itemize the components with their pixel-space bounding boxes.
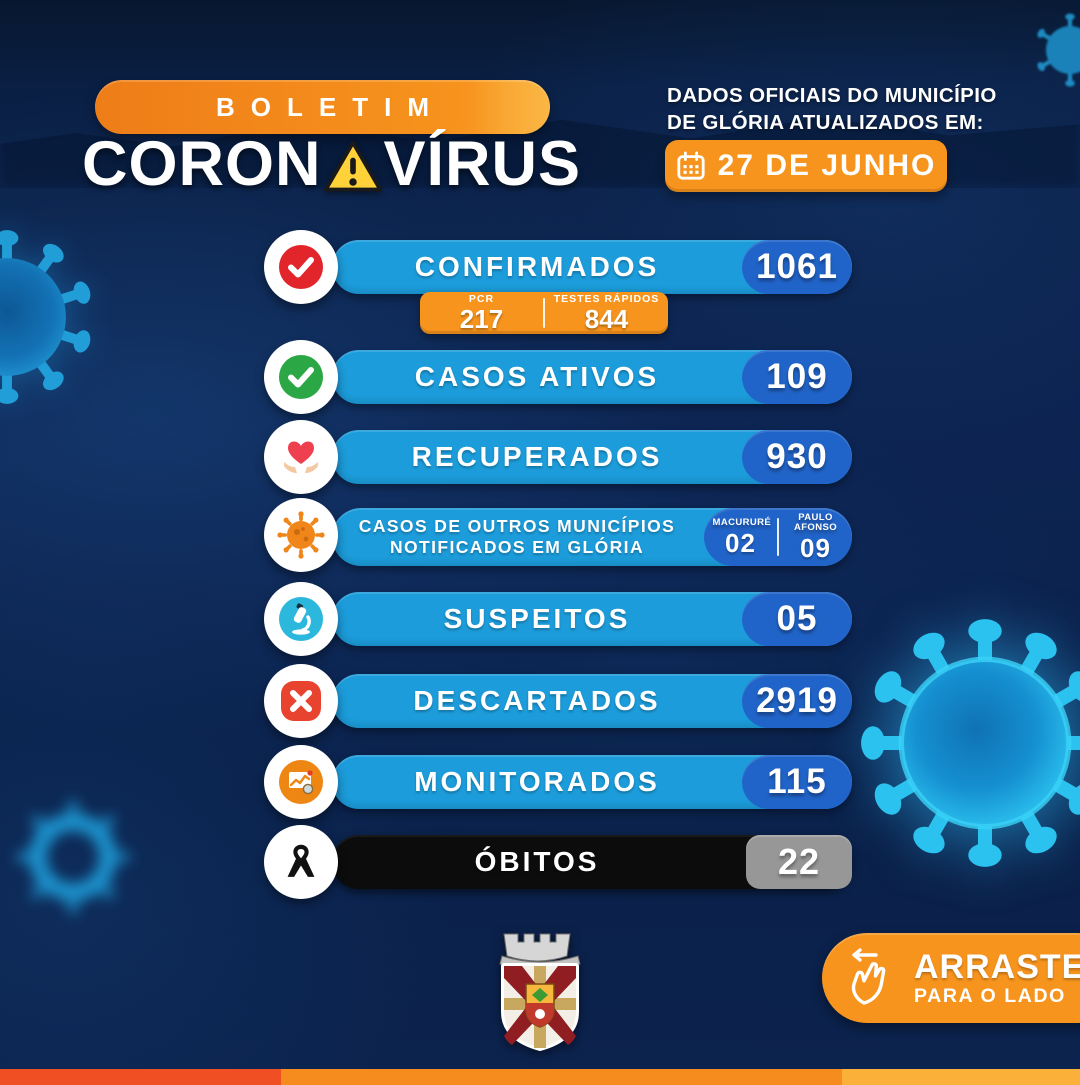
gloria-coat-of-arms bbox=[499, 933, 581, 1051]
update-date-badge: 27 DE JUNHO bbox=[665, 140, 947, 192]
virus-illustration-top-right bbox=[1035, 13, 1080, 87]
stripe-segment-amber bbox=[842, 1069, 1080, 1085]
boletim-label: BOLETIM bbox=[216, 91, 445, 122]
stat-bar: MONITORADOS 115 bbox=[332, 755, 852, 809]
pcr-value: 217 bbox=[459, 303, 504, 334]
rapid-tests-column: TESTES RÁPIDOS 844 bbox=[545, 292, 668, 334]
virus-orange-icon bbox=[264, 498, 338, 572]
stat-bar: RECUPERADOS 930 bbox=[332, 430, 852, 484]
divider bbox=[543, 298, 545, 328]
stat-value: 1061 bbox=[756, 247, 838, 286]
stat-row-monitorados: MONITORADOS 115 bbox=[0, 745, 1080, 819]
stat-bar: ÓBITOS 22 bbox=[332, 835, 852, 889]
stat-row-outros-municipios: CASOS DE OUTROS MUNICÍPIOS NOTIFICADOS E… bbox=[0, 498, 1080, 572]
stat-label: CONFIRMADOS bbox=[414, 251, 660, 282]
stat-bar: CONFIRMADOS 1061 bbox=[332, 240, 852, 294]
swipe-cta-button[interactable]: ARRASTE PARA O LADO bbox=[822, 933, 1080, 1023]
stat-label: CASOS DE OUTROS MUNICÍPIOS NOTIFICADOS E… bbox=[358, 516, 676, 557]
rapid-tests-label: TESTES RÁPIDOS bbox=[553, 293, 660, 306]
official-data-text: DADOS OFICIAIS DO MUNICÍPIO DE GLÓRIA AT… bbox=[667, 84, 997, 134]
x-circle-icon bbox=[264, 664, 338, 738]
confirmed-check-icon bbox=[264, 230, 338, 304]
pcr-column: PCR 217 bbox=[420, 292, 543, 334]
virus-illustration-right bbox=[861, 619, 1080, 867]
stat-row-recuperados: RECUPERADOS 930 bbox=[0, 420, 1080, 494]
stripe-segment-orange bbox=[280, 1069, 843, 1085]
virus-illustration-blurred bbox=[15, 799, 131, 915]
divider bbox=[777, 517, 779, 557]
heart-in-hands-icon bbox=[264, 420, 338, 494]
virus-illustration-left bbox=[0, 230, 94, 404]
calendar-icon bbox=[677, 151, 705, 180]
bottom-color-stripe bbox=[0, 1069, 1080, 1085]
macurure-column: MACURURÉ 02 bbox=[712, 517, 772, 558]
boletim-badge: BOLETIM bbox=[95, 80, 550, 134]
microscope-icon bbox=[264, 582, 338, 656]
swipe-hand-icon bbox=[851, 948, 886, 1005]
page-title: CORON VÍRUS bbox=[82, 129, 582, 199]
stripe-segment-red bbox=[0, 1069, 281, 1085]
stat-bar: SUSPEITOS 05 bbox=[332, 592, 852, 646]
rapid-tests-value: 844 bbox=[584, 303, 629, 334]
active-check-icon bbox=[264, 340, 338, 414]
stat-value-cap: 1061 bbox=[742, 240, 852, 294]
stat-row-casos-ativos: CASOS ATIVOS 109 bbox=[0, 340, 1080, 414]
swipe-cta-text: ARRASTE PARA O LADO bbox=[914, 947, 1080, 1007]
stat-row-suspeitos: SUSPEITOS 05 bbox=[0, 582, 1080, 656]
warning-triangle-icon bbox=[323, 140, 382, 192]
stat-bar: DESCARTADOS 2919 bbox=[332, 674, 852, 728]
paulo-afonso-column: PAULO AFONSO 09 bbox=[793, 512, 838, 563]
monitoring-chart-icon bbox=[264, 745, 338, 819]
stat-row-obitos: ÓBITOS 22 bbox=[0, 825, 1080, 899]
stat-row-descartados: DESCARTADOS 2919 bbox=[0, 664, 1080, 738]
stat-bar: CASOS ATIVOS 109 bbox=[332, 350, 852, 404]
pcr-label: PCR bbox=[468, 293, 495, 306]
confirmados-breakdown-badge: PCR 217 TESTES RÁPIDOS 844 bbox=[420, 292, 668, 334]
stat-bar: CASOS DE OUTROS MUNICÍPIOS NOTIFICADOS E… bbox=[332, 508, 852, 566]
stat-row-confirmados: CONFIRMADOS 1061 bbox=[0, 230, 1080, 304]
stat-value-cap: MACURURÉ 02 PAULO AFONSO 09 bbox=[704, 508, 852, 566]
update-date-label: 27 DE JUNHO bbox=[717, 149, 937, 182]
mourning-ribbon-icon bbox=[264, 825, 338, 899]
